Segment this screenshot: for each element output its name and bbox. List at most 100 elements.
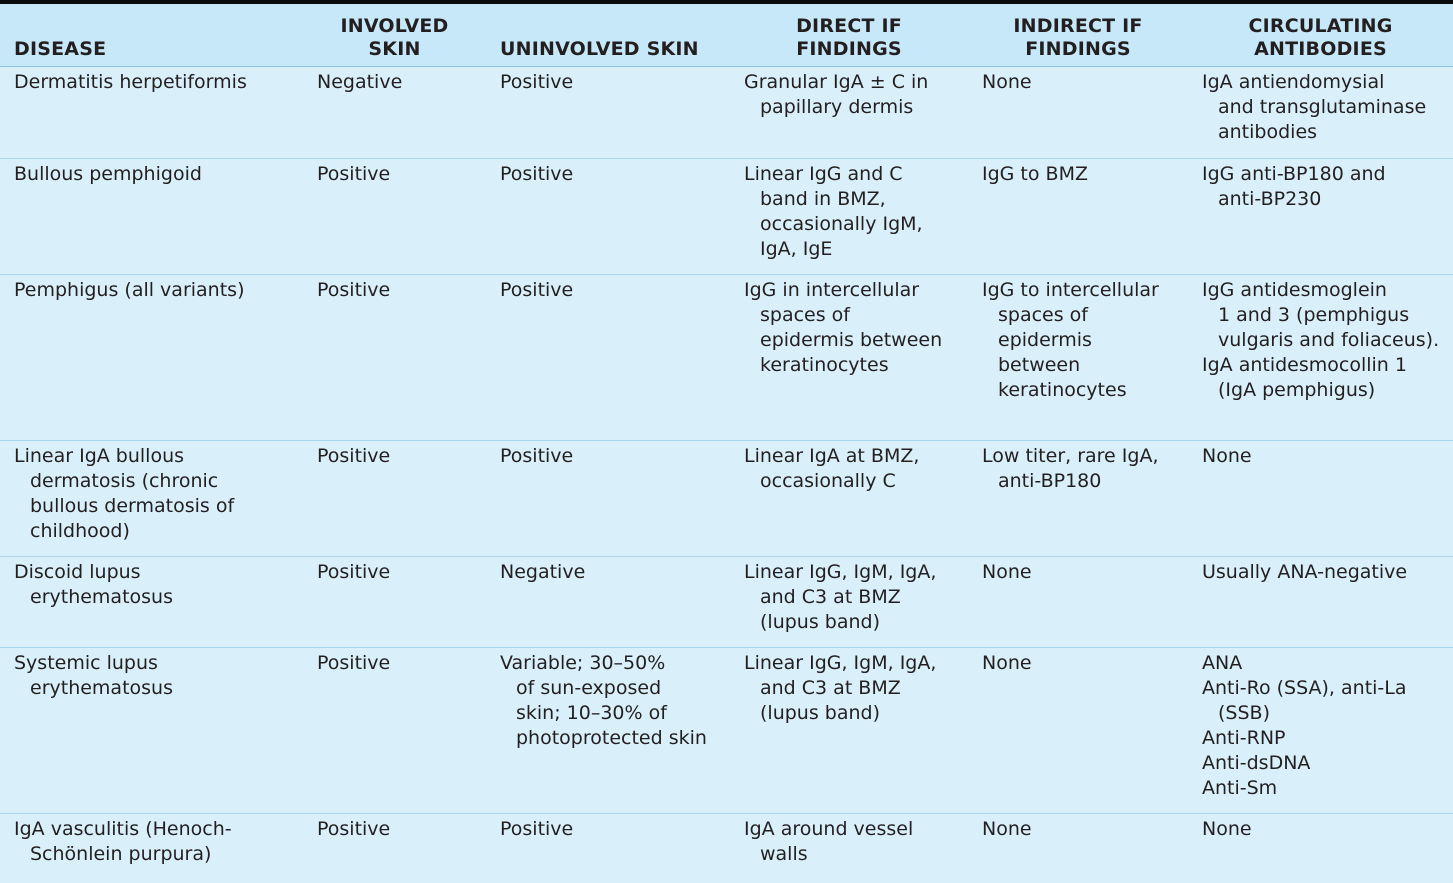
cell-line: (IgA pemphigus) xyxy=(1218,378,1376,401)
cell-disease: Linear IgA bullous dermatosis (chronic bul… xyxy=(0,440,303,556)
header-circulating-antibodies: CIRCULATING ANTIBODIES xyxy=(1188,4,1453,66)
header-line: INDIRECT IF xyxy=(1013,14,1143,37)
cell-line: Anti-RNP xyxy=(1202,726,1286,749)
cell-line: keratinocytes xyxy=(760,353,889,376)
cell-circulating-antibodies: IgG antidesmoglein 1 and 3 (pemphigus vulg… xyxy=(1188,274,1453,440)
table-row: Linear IgA bullous dermatosis (chronic bul… xyxy=(0,440,1453,556)
cell-direct-if: Linear IgA at BMZ, occasionally C xyxy=(730,440,968,556)
cell-uninvolved-skin: Negative xyxy=(486,556,730,647)
cell-involved-skin: Positive xyxy=(303,158,486,274)
cell-circulating-antibodies: None xyxy=(1188,813,1453,883)
table-row: Discoid lupus erythematosus Positive Negati… xyxy=(0,556,1453,647)
cell-uninvolved-skin: Variable; 30–50% of sun-exposed skin; 10–3… xyxy=(486,647,730,813)
cell-line: Linear IgG, IgM, IgA, xyxy=(744,560,937,583)
cell-line: erythematosus xyxy=(30,676,173,699)
cell-line: of sun-exposed xyxy=(516,676,662,699)
cell-uninvolved-skin: Positive xyxy=(486,66,730,158)
cell-circulating-antibodies: Usually ANA-negative xyxy=(1188,556,1453,647)
cell-line: spaces of xyxy=(760,303,850,326)
cell-line: Usually ANA-negative xyxy=(1202,560,1408,583)
cell-line: Positive xyxy=(317,560,391,583)
cell-circulating-antibodies: ANA Anti-Ro (SSA), anti-La (SSB) Anti-RNP An… xyxy=(1188,647,1453,813)
cell-line: Linear IgG and C xyxy=(744,162,903,185)
cell-line: IgA, IgE xyxy=(760,237,833,260)
cell-circulating-antibodies: IgA antiendomysial and transglutaminase an… xyxy=(1188,66,1453,158)
cell-line: Dermatitis herpetiformis xyxy=(14,70,247,93)
cell-disease: Dermatitis herpetiformis xyxy=(0,66,303,158)
cell-line: IgA antiendomysial xyxy=(1202,70,1385,93)
cell-line: None xyxy=(982,817,1032,840)
immunofluorescence-table: DISEASE INVOLVED SKIN UNINVOLVED SKIN DIRECT… xyxy=(0,4,1453,883)
cell-uninvolved-skin: Positive xyxy=(486,813,730,883)
cell-disease: IgA vasculitis (Henoch- Schönlein purpura… xyxy=(0,813,303,883)
table-row: Bullous pemphigoid Positive Positive Linear… xyxy=(0,158,1453,274)
cell-line: walls xyxy=(760,842,808,865)
cell-line: Low titer, rare IgA, xyxy=(982,444,1159,467)
cell-line: Positive xyxy=(317,278,391,301)
cell-line: Positive xyxy=(317,162,391,185)
header-line: ANTIBODIES xyxy=(1254,37,1387,60)
cell-disease: Pemphigus (all variants) xyxy=(0,274,303,440)
cell-line: vulgaris and foliaceus). xyxy=(1218,328,1440,351)
header-disease: DISEASE xyxy=(0,4,303,66)
cell-line: IgA around vessel xyxy=(744,817,914,840)
header-line: DIRECT IF xyxy=(796,14,902,37)
top-rule-left xyxy=(0,0,166,4)
header-direct-if: DIRECT IF FINDINGS xyxy=(730,4,968,66)
cell-line: None xyxy=(982,70,1032,93)
cell-line: bullous dermatosis of xyxy=(30,494,235,517)
cell-line: keratinocytes xyxy=(998,378,1127,401)
cell-indirect-if: Low titer, rare IgA, anti-BP180 xyxy=(968,440,1188,556)
cell-line: epidermis between xyxy=(760,328,943,351)
cell-line: None xyxy=(982,560,1032,583)
header-indirect-if: INDIRECT IF FINDINGS xyxy=(968,4,1188,66)
header-line: FINDINGS xyxy=(1025,37,1131,60)
cell-line: Positive xyxy=(317,651,391,674)
header-line: CIRCULATING xyxy=(1248,14,1393,37)
cell-line: (SSB) xyxy=(1218,701,1270,724)
cell-indirect-if: IgG to BMZ xyxy=(968,158,1188,274)
cell-line: dermatosis (chronic xyxy=(30,469,219,492)
cell-indirect-if: IgG to intercellular spaces of epidermis be… xyxy=(968,274,1188,440)
cell-circulating-antibodies: IgG anti-BP180 and anti-BP230 xyxy=(1188,158,1453,274)
table-row: Dermatitis herpetiformis Negative Positive… xyxy=(0,66,1453,158)
cell-indirect-if: None xyxy=(968,556,1188,647)
table-row: Systemic lupus erythematosus Positive Varia… xyxy=(0,647,1453,813)
cell-line: epidermis xyxy=(998,328,1092,351)
cell-line: Bullous pemphigoid xyxy=(14,162,202,185)
cell-direct-if: IgG in intercellular spaces of epidermis b… xyxy=(730,274,968,440)
cell-line: anti-BP180 xyxy=(998,469,1102,492)
cell-line: Anti-dsDNA xyxy=(1202,751,1311,774)
cell-line: and transglutaminase xyxy=(1218,95,1427,118)
cell-line: None xyxy=(1202,444,1252,467)
cell-indirect-if: None xyxy=(968,813,1188,883)
header-uninvolved-skin: UNINVOLVED SKIN xyxy=(486,4,730,66)
cell-line: 1 and 3 (pemphigus xyxy=(1218,303,1410,326)
cell-line: Positive xyxy=(500,444,574,467)
cell-line: ANA xyxy=(1202,651,1243,674)
cell-line: papillary dermis xyxy=(760,95,914,118)
cell-involved-skin: Negative xyxy=(303,66,486,158)
header-line: FINDINGS xyxy=(796,37,902,60)
cell-involved-skin: Positive xyxy=(303,813,486,883)
cell-line: skin; 10–30% of xyxy=(516,701,667,724)
cell-disease: Systemic lupus erythematosus xyxy=(0,647,303,813)
cell-line: photoprotected skin xyxy=(516,726,707,749)
table-row: IgA vasculitis (Henoch- Schönlein purpura… xyxy=(0,813,1453,883)
cell-line: Systemic lupus xyxy=(14,651,158,674)
cell-line: Positive xyxy=(500,70,574,93)
table-row: Pemphigus (all variants) Positive Positive… xyxy=(0,274,1453,440)
cell-line: Anti-Sm xyxy=(1202,776,1278,799)
cell-line: childhood) xyxy=(30,519,130,542)
table-header-row: DISEASE INVOLVED SKIN UNINVOLVED SKIN DIRECT… xyxy=(0,4,1453,66)
cell-line: IgG antidesmoglein xyxy=(1202,278,1387,301)
cell-uninvolved-skin: Positive xyxy=(486,274,730,440)
cell-involved-skin: Positive xyxy=(303,556,486,647)
cell-line: and C3 at BMZ xyxy=(760,585,901,608)
cell-direct-if: Linear IgG, IgM, IgA, and C3 at BMZ (lupus… xyxy=(730,556,968,647)
cell-line: Positive xyxy=(500,162,574,185)
table-body: Dermatitis herpetiformis Negative Positive… xyxy=(0,66,1453,883)
cell-line: Positive xyxy=(500,817,574,840)
cell-direct-if: Granular IgA ± C in papillary dermis xyxy=(730,66,968,158)
